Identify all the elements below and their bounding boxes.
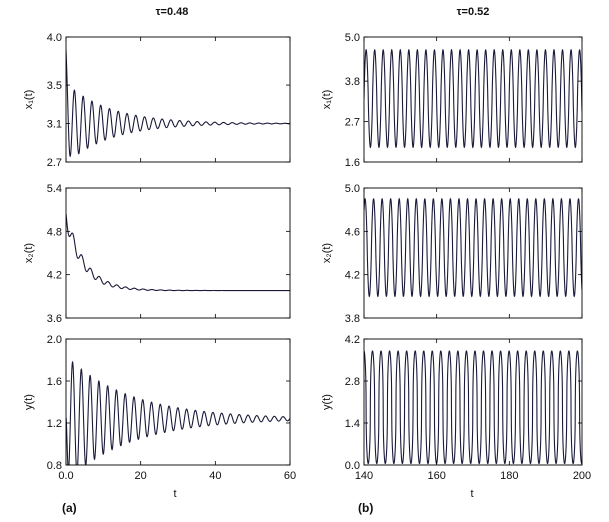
panel-1-1-ytick-label: 4.2 — [345, 270, 360, 282]
panels: 2.7 3.1 3.5 4.0 x₁(t) 3.6 4.2 4.8 5.4 x₂(t) 0.8 1.2… — [23, 32, 591, 482]
panel-0-1-ytick-label: 4.8 — [47, 226, 62, 238]
panel-0-2-xtick-label: 0.0 — [58, 470, 73, 482]
panel-0-2-ylabel: y(t) — [23, 394, 35, 410]
panel-0-2-xtick-label: 60 — [284, 470, 296, 482]
panel-0-2-xtick-label: 40 — [209, 470, 221, 482]
panel-0-0-ylabel: x₁(t) — [23, 90, 35, 110]
panel-1-2-xtick-label: 140 — [355, 470, 373, 482]
panel-0-0-frame — [65, 36, 291, 163]
panel-1-1-ytick-label: 5.0 — [345, 183, 360, 195]
panel-0-2-ytick-label: 2.0 — [47, 334, 62, 346]
panel-1-2: 0.0 1.4 2.8 4.2 140 160 180 200 y(t) — [321, 334, 591, 482]
panel-1-0-ytick-label: 5.0 — [345, 32, 360, 44]
panel-label-a: (a) — [62, 501, 77, 515]
panel-0-0-ytick-label: 4.0 — [47, 32, 62, 44]
panel-1-2-xtick-label: 160 — [427, 470, 445, 482]
panel-1-0-ytick-label: 1.6 — [345, 157, 360, 169]
panel-0-2-ytick-label: 1.6 — [47, 376, 62, 388]
panel-1-2-ytick-label: 0.0 — [345, 460, 360, 472]
panel-0-0-ytick-label: 3.1 — [47, 119, 62, 131]
panel-1-0: 1.6 2.7 3.8 5.0 x₁(t) — [321, 32, 583, 169]
panel-1-2-frame — [363, 338, 583, 466]
panel-1-1-ytick-label: 4.6 — [345, 226, 360, 238]
panel-0-2-ytick-label: 1.2 — [47, 418, 62, 430]
panel-0-2-ytick-label: 0.8 — [47, 460, 62, 472]
panel-1-2-series-line — [364, 350, 582, 465]
panel-1-0-series-line — [364, 48, 582, 149]
panel-0-1-ytick-label: 4.2 — [47, 270, 62, 282]
panel-1-1-series-line — [364, 197, 582, 298]
column-a-title: τ=0.48 — [156, 6, 189, 18]
panel-0-1-ylabel: x₂(t) — [23, 243, 35, 263]
column-b-title: τ=0.52 — [457, 6, 490, 18]
panel-0-2-frame — [65, 338, 291, 466]
panel-0-2: 0.8 1.2 1.6 2.0 0.0 20 40 60 y(t) — [23, 334, 296, 482]
panel-1-0-ylabel: x₁(t) — [321, 90, 333, 110]
panel-0-1: 3.6 4.2 4.8 5.4 x₂(t) — [23, 183, 291, 325]
column-b-xlabel: t — [470, 488, 473, 500]
column-a-xlabel: t — [173, 488, 176, 500]
panel-1-2-ytick-label: 4.2 — [345, 334, 360, 346]
panel-0-0: 2.7 3.1 3.5 4.0 x₁(t) — [23, 32, 291, 169]
panel-1-0-frame — [363, 36, 583, 163]
panel-0-2-series-line — [66, 360, 290, 465]
panel-1-0-ytick-label: 3.8 — [345, 76, 360, 88]
panel-1-1: 3.8 4.2 4.6 5.0 x₂(t) — [321, 183, 583, 325]
panel-1-2-xtick-label: 180 — [500, 470, 518, 482]
panel-1-1-frame — [363, 187, 583, 319]
panel-1-2-ytick-label: 2.8 — [345, 376, 360, 388]
panel-0-0-series-line — [66, 49, 290, 158]
panel-1-2-xtick-label: 200 — [573, 470, 591, 482]
panel-0-1-ytick-label: 5.4 — [47, 183, 62, 195]
panel-1-0-ytick-label: 2.7 — [345, 117, 360, 129]
panel-1-1-ylabel: x₂(t) — [321, 243, 333, 263]
panel-1-1-ytick-label: 3.8 — [345, 313, 360, 325]
panel-label-b: (b) — [358, 501, 373, 515]
panel-0-0-ytick-label: 2.7 — [47, 157, 62, 169]
panel-0-1-ytick-label: 3.6 — [47, 313, 62, 325]
panel-1-2-ylabel: y(t) — [321, 394, 333, 410]
panel-1-2-ytick-label: 1.4 — [345, 418, 360, 430]
panel-0-1-frame — [65, 187, 291, 319]
panel-0-1-series-line — [66, 213, 290, 292]
panel-0-0-ytick-label: 3.5 — [47, 80, 62, 92]
panel-0-2-xtick-label: 20 — [135, 470, 147, 482]
